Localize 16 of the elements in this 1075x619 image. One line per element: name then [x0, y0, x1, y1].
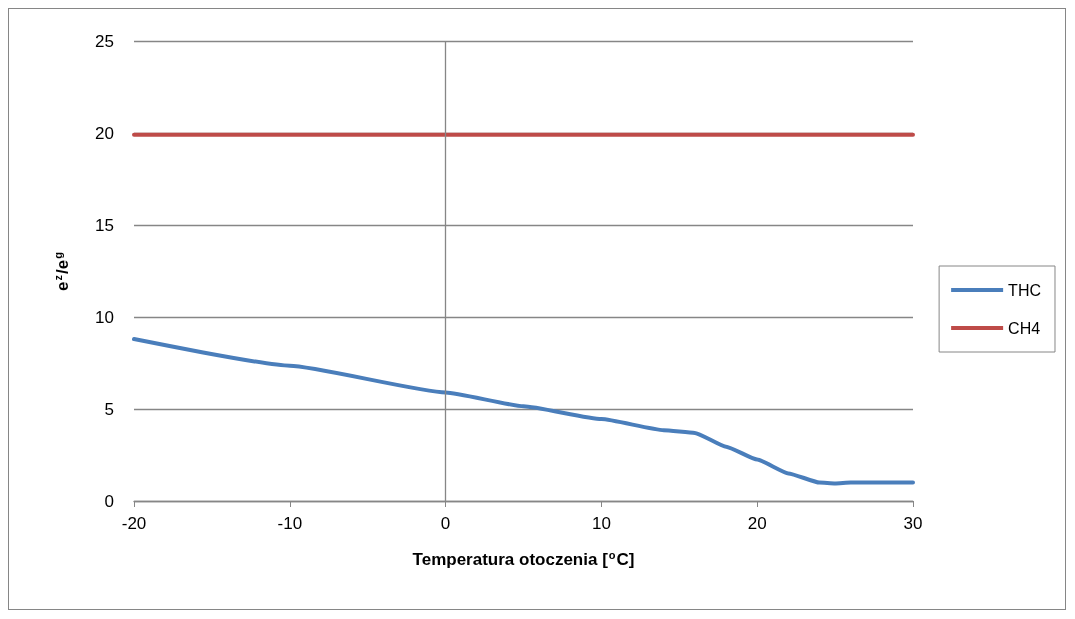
y-tick-label: 25: [95, 31, 114, 51]
x-tick-label: -10: [277, 514, 303, 533]
x-tick-label: 10: [591, 514, 611, 533]
x-tick-label: 20: [747, 514, 767, 533]
line-series: [132, 337, 915, 486]
y-tick-label: 15: [95, 215, 114, 235]
y-tick-label: 0: [104, 491, 114, 511]
y-tick-label: 20: [95, 123, 114, 143]
x-tick-label: 30: [903, 514, 923, 533]
x-tick-label: -20: [121, 514, 147, 533]
legend-label: CH4: [1008, 319, 1041, 337]
x-tick-label: 0: [440, 514, 451, 533]
y-tick-label: 10: [95, 307, 114, 327]
legend-label: THC: [1008, 281, 1042, 299]
y-tick-label: 5: [104, 399, 114, 419]
y-axis-title: ez/eg: [51, 252, 72, 291]
